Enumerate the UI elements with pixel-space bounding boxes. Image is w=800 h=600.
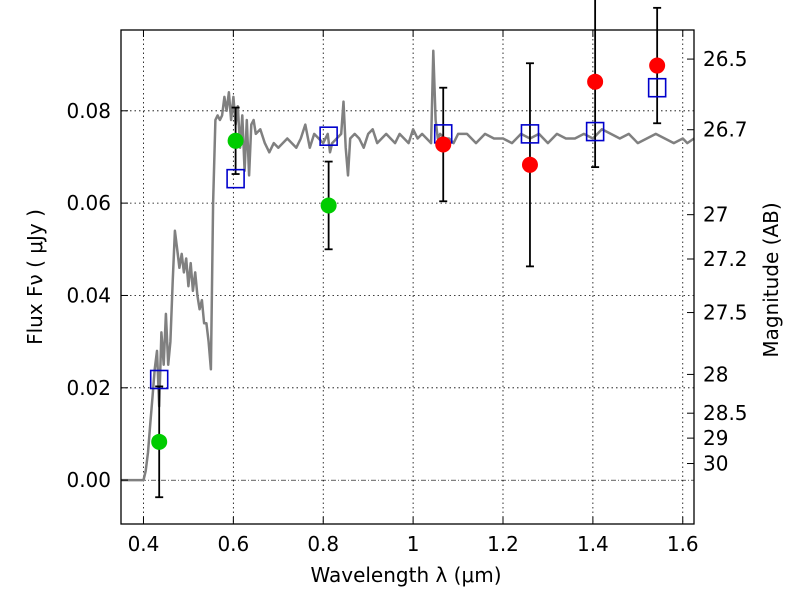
magnitude-tick-label: 27.2 (703, 247, 748, 271)
photometry-point (151, 433, 168, 450)
x-tick-label: 1 (407, 532, 420, 556)
magnitude-axis-label: Magnitude (AB) (759, 202, 783, 357)
x-tick-label: 1.6 (667, 532, 699, 556)
y-tick-label: 0.06 (66, 191, 111, 215)
photometry-point (649, 57, 666, 74)
x-tick-label: 0.8 (307, 532, 339, 556)
magnitude-tick-label: 30 (703, 452, 728, 476)
x-tick-label: 1.2 (487, 532, 519, 556)
magnitude-tick-label: 27.5 (703, 301, 748, 325)
photometry-point (320, 197, 337, 214)
grid (121, 30, 694, 524)
x-axis-label: Wavelength λ (μm) (310, 563, 501, 587)
x-tick-label: 1.4 (577, 532, 609, 556)
model-photometry-square (647, 77, 667, 98)
model-sed-layer (121, 49, 695, 482)
model-photometry-square (585, 121, 605, 142)
y-tick-label: 0.04 (66, 283, 111, 307)
model-photometry-square (319, 126, 338, 146)
photometry-point (435, 136, 452, 153)
model-photometry-square (226, 168, 245, 189)
model-photometry-square (520, 124, 540, 144)
x-tick-label: 0.6 (217, 532, 249, 556)
magnitude-tick-label: 27 (703, 203, 728, 227)
y-tick-label: 0.00 (66, 468, 111, 492)
axis-ticks: 0.4 0.6 0.8 1 1.2 1.4 1.6 0.00 0.02 0.04 0.06 0.08 2… (66, 30, 748, 556)
photometry-point (521, 156, 538, 173)
y-axis-label: Flux Fν ( μJy ) (23, 209, 47, 345)
model-sed-line (121, 49, 695, 482)
magnitude-tick-label: 26.7 (703, 118, 748, 142)
magnitude-tick-label: 29 (703, 426, 728, 450)
photometry-point (587, 73, 604, 90)
x-tick-label: 0.4 (128, 532, 160, 556)
magnitude-tick-label: 28 (703, 362, 728, 386)
model-photometry-layer (149, 77, 667, 390)
observed-photometry-layer (151, 57, 666, 450)
magnitude-tick-label: 26.5 (703, 47, 748, 71)
magnitude-tick-label: 28.5 (703, 401, 748, 425)
y-tick-label: 0.02 (66, 376, 111, 400)
plot-frame (120, 29, 695, 525)
y-tick-label: 0.08 (66, 99, 111, 123)
photometry-point (227, 132, 244, 149)
model-photometry-square (149, 369, 169, 390)
